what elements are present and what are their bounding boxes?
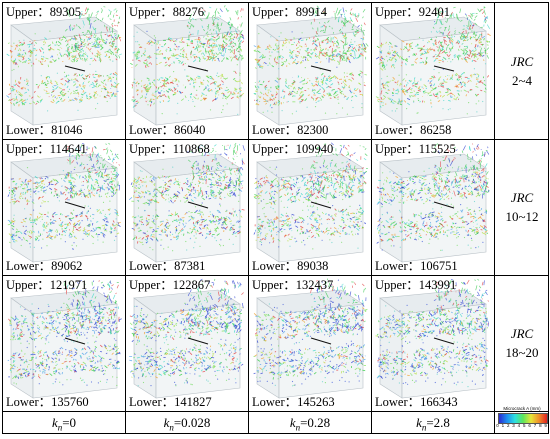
lower-count: Lower：89062 <box>6 260 82 273</box>
lower-count: Lower：82300 <box>252 124 328 137</box>
fracture-render <box>126 140 248 275</box>
fracture-render <box>372 276 494 411</box>
upper-count: Upper：115525 <box>375 143 456 156</box>
simulation-cell: Upper：115525 Lower：106751 <box>372 140 494 275</box>
jrc-label-row-2: JRC 10~12 <box>494 188 550 226</box>
fracture-render <box>3 3 125 139</box>
jrc-title: JRC <box>494 324 550 343</box>
fracture-render <box>126 276 248 411</box>
jrc-title: JRC <box>494 52 550 71</box>
fracture-render <box>3 140 125 275</box>
color-legend: Microcrack A (mm) 0 1 2 3 4 5 6 7 8 9 <box>496 406 548 432</box>
fracture-render <box>126 3 248 139</box>
fracture-render <box>249 140 371 275</box>
kn-value: =0.028 <box>174 415 211 430</box>
kn-value: =0 <box>62 415 76 430</box>
simulation-cell: Upper：110868 Lower：87381 <box>126 140 248 275</box>
simulation-cell: Upper：132437 Lower：145263 <box>249 276 371 411</box>
lower-count: Lower：141827 <box>129 396 212 409</box>
lower-count: Lower：87381 <box>129 260 205 273</box>
lower-count: Lower：106751 <box>375 260 458 273</box>
jrc-label-row-3: JRC 18~20 <box>494 324 550 362</box>
upper-count: Upper：88276 <box>129 6 204 19</box>
upper-count: Upper：132437 <box>252 279 333 292</box>
kn-label-col-4: kn=2.8 <box>372 412 494 434</box>
kn-label-col-1: kn=0 <box>3 412 125 434</box>
simulation-cell: Upper：92401 Lower：86258 <box>372 3 494 139</box>
fracture-render <box>249 276 371 411</box>
fracture-render <box>3 276 125 411</box>
upper-count: Upper：121971 <box>6 279 87 292</box>
jrc-range: 10~12 <box>494 207 550 226</box>
fracture-render <box>249 3 371 139</box>
simulation-cell: Upper：88276 Lower：86040 <box>126 3 248 139</box>
jrc-range: 2~4 <box>494 71 550 90</box>
kn-label-col-2: kn=0.028 <box>126 412 248 434</box>
legend-ticks: 0 1 2 3 4 5 6 7 8 9 <box>496 423 548 428</box>
upper-count: Upper：110868 <box>129 143 210 156</box>
upper-count: Upper：89914 <box>252 6 327 19</box>
kn-value: =0.28 <box>300 415 330 430</box>
simulation-cell: Upper：89914 Lower：82300 <box>249 3 371 139</box>
upper-count: Upper：92401 <box>375 6 450 19</box>
fracture-render <box>372 3 494 139</box>
lower-count: Lower：135760 <box>6 396 89 409</box>
upper-count: Upper：122867 <box>129 279 210 292</box>
upper-count: Upper：143991 <box>375 279 456 292</box>
upper-count: Upper：89305 <box>6 6 81 19</box>
simulation-cell: Upper：89305 Lower：81046 <box>3 3 125 139</box>
simulation-cell: Upper：114641 Lower：89062 <box>3 140 125 275</box>
lower-count: Lower：86040 <box>129 124 205 137</box>
fracture-render <box>372 140 494 275</box>
simulation-cell: Upper：121971 Lower：135760 <box>3 276 125 411</box>
simulation-cell: Upper：143991 Lower：166343 <box>372 276 494 411</box>
lower-count: Lower：89038 <box>252 260 328 273</box>
lower-count: Lower：145263 <box>252 396 335 409</box>
jrc-title: JRC <box>494 188 550 207</box>
lower-count: Lower：166343 <box>375 396 458 409</box>
jrc-label-row-1: JRC 2~4 <box>494 52 550 90</box>
upper-count: Upper：114641 <box>6 143 87 156</box>
simulation-cell: Upper：122867 Lower：141827 <box>126 276 248 411</box>
jrc-range: 18~20 <box>494 343 550 362</box>
legend-title: Microcrack A (mm) <box>496 406 548 411</box>
simulation-cell: Upper：109940 Lower：89038 <box>249 140 371 275</box>
lower-count: Lower：86258 <box>375 124 451 137</box>
upper-count: Upper：109940 <box>252 143 333 156</box>
kn-value: =2.8 <box>426 415 450 430</box>
lower-count: Lower：81046 <box>6 124 82 137</box>
kn-label-col-3: kn=0.28 <box>249 412 371 434</box>
